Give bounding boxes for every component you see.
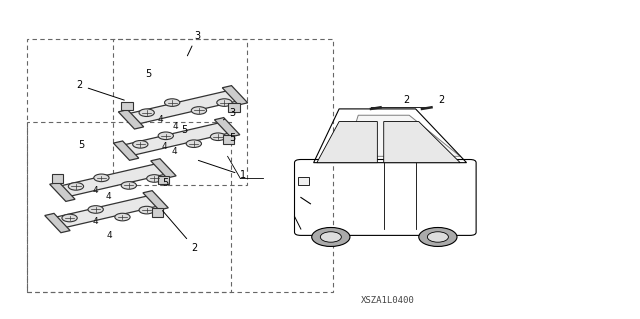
Text: 4: 4 (161, 142, 166, 151)
Circle shape (186, 140, 202, 147)
Text: 4: 4 (158, 115, 163, 123)
Text: 5: 5 (230, 132, 236, 143)
Circle shape (68, 182, 84, 190)
Text: 4: 4 (106, 192, 111, 201)
Text: 3: 3 (223, 108, 236, 120)
Text: XSZA1L0400: XSZA1L0400 (362, 296, 415, 305)
Bar (298, 177, 309, 185)
Text: 4: 4 (107, 231, 113, 240)
Polygon shape (121, 122, 232, 156)
Text: 2: 2 (438, 94, 444, 105)
Circle shape (139, 109, 154, 116)
Polygon shape (317, 122, 378, 163)
Circle shape (419, 227, 457, 247)
Text: 4: 4 (172, 147, 177, 156)
Polygon shape (50, 182, 75, 201)
Bar (52, 174, 63, 183)
Polygon shape (143, 191, 168, 210)
Text: 3: 3 (188, 31, 200, 56)
Circle shape (139, 206, 154, 214)
Polygon shape (222, 85, 248, 105)
Text: 5: 5 (181, 125, 188, 135)
Bar (157, 176, 169, 184)
Polygon shape (58, 163, 168, 197)
Circle shape (115, 213, 130, 221)
Bar (228, 103, 240, 112)
Circle shape (164, 99, 180, 106)
Text: 5: 5 (78, 140, 84, 151)
Text: 2: 2 (163, 211, 198, 253)
Circle shape (428, 232, 449, 242)
Text: 5: 5 (162, 178, 168, 189)
Circle shape (62, 214, 77, 222)
Polygon shape (346, 115, 460, 156)
Polygon shape (214, 118, 240, 137)
Text: 4: 4 (93, 217, 99, 226)
Text: 1: 1 (198, 160, 246, 181)
Text: 4: 4 (173, 122, 178, 131)
Circle shape (217, 99, 232, 106)
Circle shape (312, 227, 350, 247)
Circle shape (191, 107, 207, 114)
Circle shape (88, 206, 103, 213)
Polygon shape (151, 159, 176, 178)
Polygon shape (384, 122, 460, 163)
Bar (152, 208, 163, 217)
Polygon shape (52, 195, 161, 228)
Circle shape (121, 182, 136, 189)
Polygon shape (118, 110, 144, 129)
Polygon shape (126, 90, 240, 124)
Circle shape (158, 132, 173, 140)
Circle shape (320, 232, 341, 242)
Bar (121, 102, 132, 110)
Circle shape (147, 175, 162, 182)
Bar (223, 136, 234, 144)
Polygon shape (45, 213, 70, 233)
Text: 4: 4 (93, 186, 99, 195)
Polygon shape (113, 141, 139, 160)
Text: 2: 2 (77, 80, 124, 100)
Circle shape (94, 174, 109, 182)
Circle shape (211, 133, 226, 141)
Text: 2: 2 (403, 94, 409, 105)
Circle shape (132, 141, 148, 148)
Text: 5: 5 (145, 69, 151, 79)
